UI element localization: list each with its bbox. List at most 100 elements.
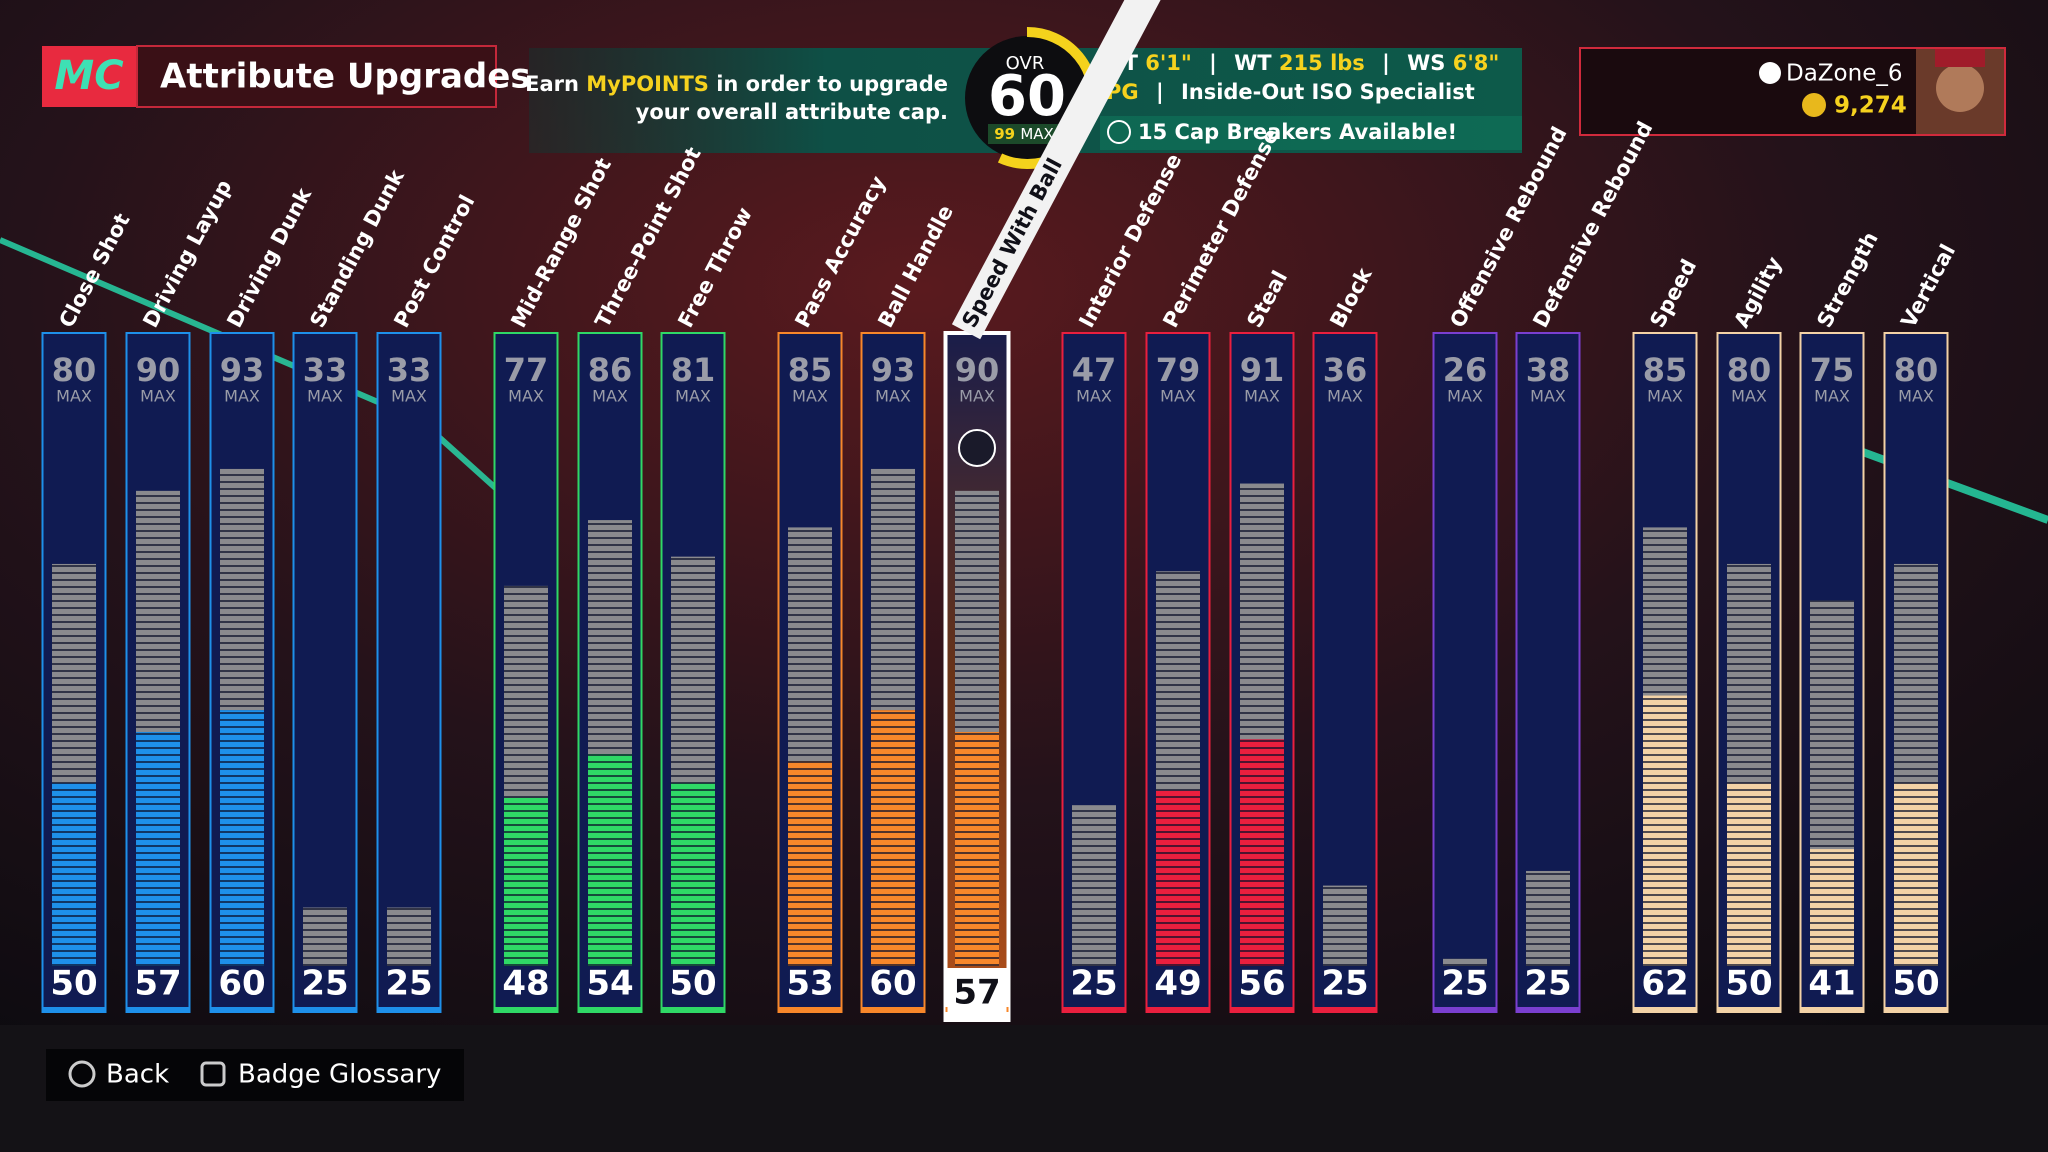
bar-stripes [220,468,264,966]
bar-stripes [1156,571,1200,966]
bar-stripes [387,907,431,966]
back[interactable]: Back [106,1060,169,1090]
ovr-max: 99 MAX [994,125,1054,143]
max-value: 86 [588,351,633,389]
current-value: 25 [1524,964,1571,1004]
group-edge [293,1007,357,1012]
max-label: MAX [959,387,995,406]
ovr-label: OVR [1006,53,1045,74]
max-label: MAX [675,387,711,406]
avatar-cap [1935,49,1985,67]
current-value: 25 [385,964,432,1004]
ps-icon [1759,62,1781,84]
bar-stripes [671,556,715,966]
max-value: 90 [955,351,1000,389]
max-label: MAX [1898,387,1934,406]
bar-stripes [1643,527,1687,966]
max-value: 33 [303,351,348,389]
current-value: 56 [1238,964,1285,1004]
current-value: 62 [1641,964,1688,1004]
vc: 9,274 [1834,93,1907,119]
max-label: MAX [875,387,911,406]
ht: 6'1" [1145,51,1192,75]
max-value: 38 [1526,351,1571,389]
max-label: MAX [1244,387,1280,406]
cap-breakers: 15 Cap Breakers Available! [1138,120,1457,144]
bar-stripes [1072,805,1116,966]
max-value: 26 [1443,351,1488,389]
max-label: MAX [1530,387,1566,406]
group-edge [1516,1007,1580,1012]
badge-icon [958,429,996,467]
group-edge [210,1007,274,1012]
max-label: MAX [307,387,343,406]
bar-stripes [1240,483,1284,966]
bar-stripes [788,527,832,966]
group-edge [578,1007,642,1012]
max-value: 79 [1156,351,1201,389]
selected-label-box [951,0,1201,340]
group-edge [1884,1007,1948,1012]
max-value: 47 [1072,351,1117,389]
ws-label: WS [1407,51,1445,75]
current-value: 25 [1070,964,1117,1004]
r3-icon [1107,120,1131,144]
badge-glossary[interactable]: Badge Glossary [238,1060,441,1090]
current-value: 50 [669,964,716,1004]
group-edge [1313,1007,1377,1012]
bar-stripes [955,490,999,966]
username: DaZone_6 [1786,61,1903,87]
group-edge [494,1007,558,1012]
group-edge [377,1007,441,1012]
current-value: 50 [1725,964,1772,1004]
group-edge [1717,1007,1781,1012]
attribute-column[interactable] [1432,332,1498,1013]
current-value: 54 [586,964,633,1004]
ovr-max-label: MAX [1020,125,1053,143]
max-label: MAX [391,387,427,406]
wt: 215 lbs [1279,51,1365,75]
bar-stripes [136,490,180,966]
bar-stripes [588,520,632,966]
max-label: MAX [1447,387,1483,406]
player-role: PG | Inside-Out ISO Specialist [1106,80,1475,105]
max-label: MAX [1327,387,1363,406]
max-label: MAX [1731,387,1767,406]
group-edge [126,1007,190,1012]
separator: | [1382,51,1390,76]
vc-icon [1802,93,1826,117]
group-edge [1633,1007,1697,1012]
circle-button-icon [68,1060,96,1088]
bar-stripes [1727,563,1771,966]
max-label: MAX [140,387,176,406]
square-button-icon [200,1061,226,1087]
max-label: MAX [1814,387,1850,406]
ws: 6'8" [1453,51,1500,75]
bar-stripes [1443,958,1487,966]
group-edge [1230,1007,1294,1012]
current-value: 25 [1441,964,1488,1004]
max-value: 33 [387,351,432,389]
max-value: 80 [1894,351,1939,389]
group-edge [1062,1007,1126,1012]
info-text: in order to upgrade [716,72,948,96]
max-value: 93 [220,351,265,389]
max-label: MAX [592,387,628,406]
separator: | [1156,80,1164,105]
max-label: MAX [1647,387,1683,406]
group-edge [42,1007,106,1012]
info-text: Earn [525,72,579,96]
group-edge [1433,1007,1497,1012]
bar-stripes [1810,600,1854,966]
group-edge [778,1007,842,1012]
current-value: 60 [218,964,265,1004]
max-value: 85 [788,351,833,389]
group-edge [1800,1007,1864,1012]
archetype: Inside-Out ISO Specialist [1181,80,1475,104]
bar-stripes [504,585,548,966]
max-value: 80 [52,351,97,389]
max-value: 91 [1240,351,1285,389]
max-value: 36 [1323,351,1368,389]
max-label: MAX [1160,387,1196,406]
max-label: MAX [56,387,92,406]
